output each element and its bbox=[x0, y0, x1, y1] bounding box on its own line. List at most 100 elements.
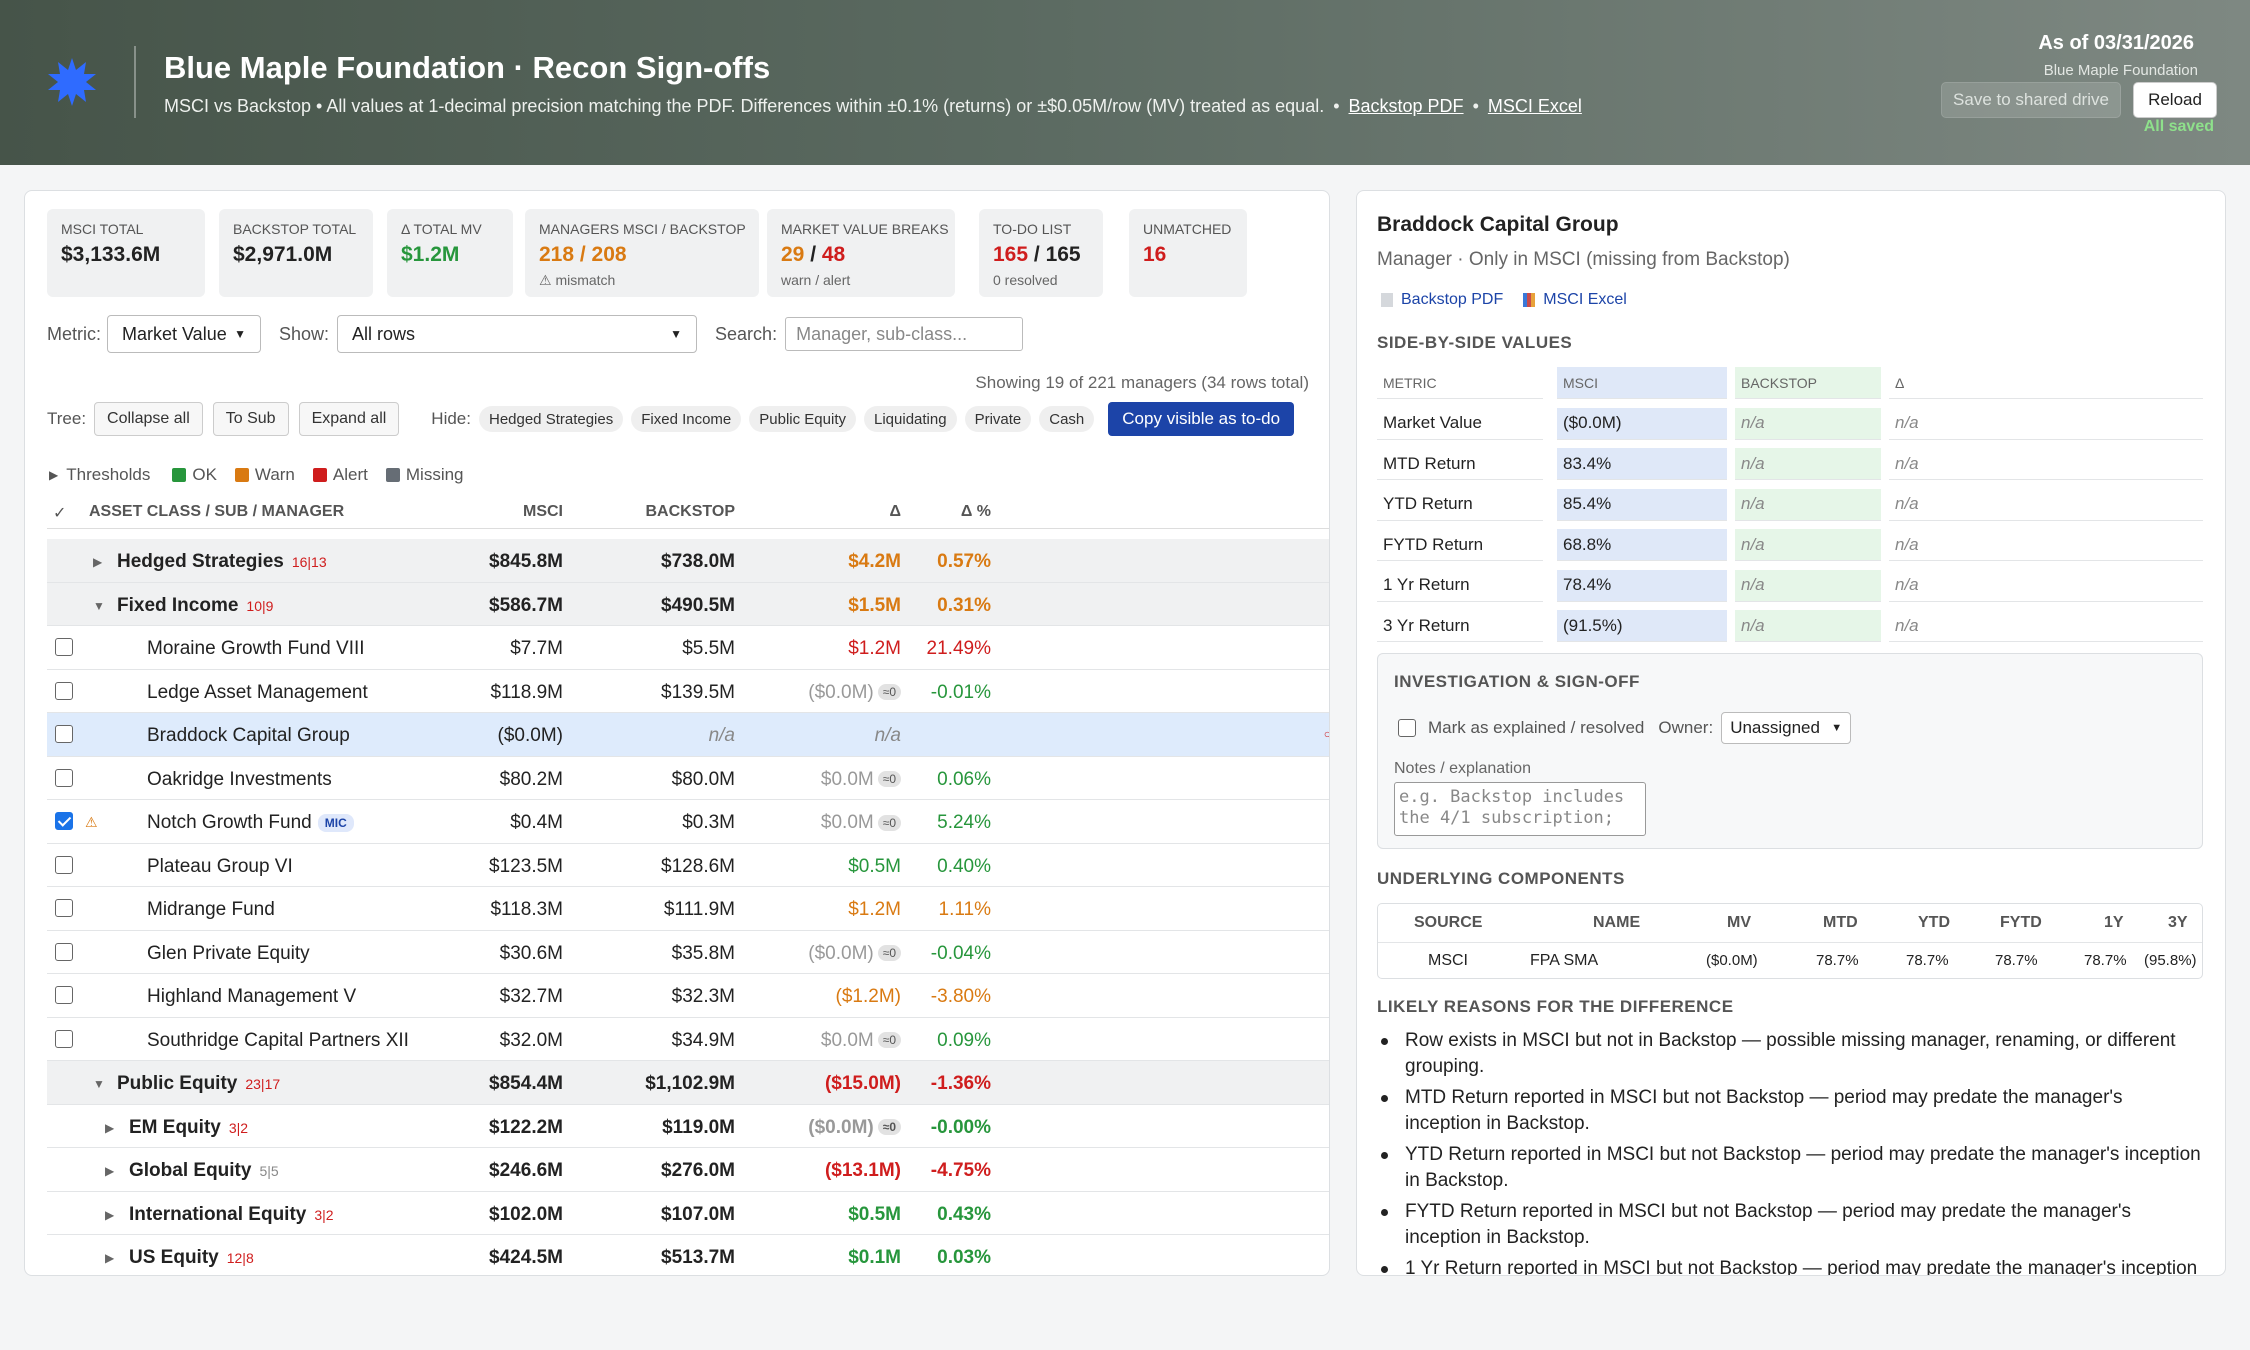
caret-right-icon[interactable]: ▶ bbox=[105, 1120, 115, 1135]
asset-class-row[interactable]: ▼ Public Equity 23|17 $854.4M $1,102.9M ($15.… bbox=[47, 1061, 1329, 1105]
backstop-value: $738.0M bbox=[661, 551, 735, 572]
comp-cell-1y: 78.7% bbox=[2084, 952, 2127, 969]
row-count: 5|5 bbox=[259, 1163, 279, 1179]
manager-row[interactable]: Oakridge Investments $80.2M $80.0M $0.0M ≈0 0… bbox=[47, 757, 1329, 800]
todo-checkbox[interactable] bbox=[55, 638, 73, 656]
caret-down-icon[interactable]: ▼ bbox=[93, 598, 105, 613]
asset-class-row[interactable]: ▼ Fixed Income 10|9 $586.7M $490.5M $1.5M 0.31… bbox=[47, 582, 1329, 626]
investigation-box: INVESTIGATION & SIGN-OFF Mark as explain… bbox=[1377, 653, 2203, 849]
todo-checkbox[interactable] bbox=[55, 899, 73, 917]
to-sub-button[interactable]: To Sub bbox=[212, 402, 289, 436]
notes-textarea[interactable]: e.g. Backstop includes the 4/1 subscript… bbox=[1394, 782, 1646, 836]
todo-checkbox[interactable] bbox=[55, 1029, 73, 1048]
card-backstop-total: BACKSTOP TOTAL $2,971.0M bbox=[219, 209, 373, 297]
caret-right-icon[interactable]: ▶ bbox=[105, 1207, 115, 1222]
reload-button[interactable]: Reload bbox=[2133, 82, 2217, 118]
delta-text: $0.0M bbox=[820, 1029, 874, 1051]
msci-value: $424.5M bbox=[489, 1247, 563, 1268]
chevron-right-icon[interactable]: ▶ bbox=[49, 468, 59, 482]
todo-checkbox[interactable] bbox=[55, 942, 73, 961]
msci-column-header[interactable]: MSCI bbox=[523, 503, 563, 520]
sub-class-row[interactable]: ▶ US Equity 12|8 $424.5M $513.7M $0.1M 0.03% bbox=[47, 1235, 1329, 1275]
card-managers-count: MANAGERS MSCI / BACKSTOP 218 / 208 ⚠ mis… bbox=[525, 209, 759, 297]
thresholds-toggle[interactable]: Thresholds bbox=[66, 465, 151, 484]
row-name: Oakridge Investments bbox=[147, 769, 332, 791]
caret-right-icon[interactable]: ▶ bbox=[93, 555, 103, 569]
caret-right-icon[interactable]: ▶ bbox=[105, 1251, 115, 1265]
detail-backstop-pdf-link[interactable]: Backstop PDF bbox=[1401, 291, 1504, 308]
alert-count: 48 bbox=[821, 243, 846, 266]
delta-text: ($0.0M) bbox=[808, 942, 874, 964]
todo-checkbox[interactable] bbox=[55, 768, 73, 787]
sbs-row: 1 Yr Return 78.4% n/a n/a bbox=[1377, 566, 2203, 607]
hide-pill-public-equity[interactable]: Public Equity bbox=[749, 406, 856, 432]
row-name-text: EM Equity bbox=[129, 1116, 221, 1138]
sub-class-row[interactable]: ▶ International Equity 3|2 $102.0M $107.0M $0… bbox=[47, 1192, 1329, 1235]
hide-label: Hide: bbox=[431, 409, 471, 428]
delta-column-header[interactable]: Δ bbox=[889, 503, 902, 520]
hide-pill-cash[interactable]: Cash bbox=[1039, 406, 1095, 432]
manager-row[interactable]: ⚠ Notch Growth Fund MIC $0.4M $0.3M $0.0M ≈0 5.… bbox=[47, 800, 1329, 844]
metric-select[interactable]: Market Value ▼ bbox=[107, 315, 261, 353]
delta-pct-value: -0.00% bbox=[930, 1116, 991, 1138]
mark-resolved-label: Mark as explained / resolved bbox=[1428, 718, 1645, 737]
approx-zero-badge: ≈0 bbox=[877, 1032, 901, 1049]
todo-checkbox[interactable] bbox=[55, 681, 73, 700]
backstop-value: $1,102.9M bbox=[645, 1073, 735, 1094]
card-value: $2,971.0M bbox=[233, 243, 333, 266]
show-select[interactable]: All rows ▼ bbox=[337, 315, 698, 353]
asset-class-row[interactable]: ▶ Hedged Strategies 16|13 $845.8M $738.0M $4.… bbox=[47, 539, 1329, 583]
delta-value: ($0.0M) ≈0 bbox=[808, 682, 901, 704]
todo-checkbox[interactable] bbox=[55, 812, 73, 830]
name-column-header[interactable]: ASSET CLASS / SUB / MANAGER bbox=[89, 503, 345, 520]
expand-all-button[interactable]: Expand all bbox=[298, 402, 400, 436]
caret-down-icon[interactable]: ▼ bbox=[93, 1077, 105, 1091]
manager-row[interactable]: Plateau Group VI $123.5M $128.6M $0.5M 0.40% bbox=[47, 844, 1329, 887]
sbs-msci: 78.4% bbox=[1557, 569, 1727, 602]
owner-select[interactable]: Unassigned ▼ bbox=[1721, 712, 1852, 744]
backstop-column-header[interactable]: BACKSTOP bbox=[645, 503, 736, 520]
row-count: 3|2 bbox=[228, 1119, 249, 1136]
hide-pill-liquidating[interactable]: Liquidating bbox=[864, 406, 957, 432]
hide-pill-fixed-income[interactable]: Fixed Income bbox=[631, 406, 742, 432]
card-sub: warn / alert bbox=[781, 272, 851, 288]
sbs-delta: n/a bbox=[1889, 489, 2203, 521]
sub-class-row[interactable]: ▶ Global Equity 5|5 $246.6M $276.0M ($13.1M) -… bbox=[47, 1148, 1329, 1192]
todo-checkbox[interactable] bbox=[55, 725, 73, 743]
backstop-pdf-link[interactable]: Backstop PDF bbox=[1348, 96, 1464, 116]
manager-row[interactable]: Moraine Growth Fund VIII $7.7M $5.5M $1.2M 2… bbox=[47, 626, 1329, 670]
manager-row[interactable]: Midrange Fund $118.3M $111.9M $1.2M 1.11% bbox=[47, 887, 1329, 931]
caret-right-icon[interactable]: ▶ bbox=[105, 1164, 115, 1178]
row-count: 12|8 bbox=[226, 1250, 254, 1266]
msci-value: $586.7M bbox=[489, 594, 563, 616]
manager-row[interactable]: Ledge Asset Management $118.9M $139.5M ($0.… bbox=[47, 670, 1329, 713]
hide-pill-private[interactable]: Private bbox=[964, 406, 1032, 432]
msci-excel-link[interactable]: MSCI Excel bbox=[1487, 96, 1582, 116]
card-msci-total: MSCI TOTAL $3,133.6M bbox=[47, 209, 205, 297]
search-input[interactable]: Manager, sub-class... bbox=[785, 317, 1024, 351]
sbs-metric: YTD Return bbox=[1377, 489, 1543, 521]
hide-pill-hedged-strategies[interactable]: Hedged Strategies bbox=[478, 406, 624, 432]
delta-text: ($0.0M) bbox=[808, 1116, 874, 1138]
manager-row[interactable]: Braddock Capital Group ($0.0M) n/a n/a ○ bbox=[47, 713, 1329, 757]
collapse-all-button[interactable]: Collapse all bbox=[94, 402, 203, 436]
copy-visible-todo-button[interactable]: Copy visible as to-do bbox=[1108, 402, 1295, 436]
delta-value: $0.0M ≈0 bbox=[821, 1030, 901, 1052]
todo-checkbox[interactable] bbox=[55, 986, 73, 1004]
comp-cell-name: FPA SMA bbox=[1530, 952, 1599, 969]
mark-resolved-checkbox[interactable] bbox=[1398, 719, 1416, 737]
approx-zero-badge: ≈0 bbox=[877, 771, 901, 788]
sbs-msci: (91.5%) bbox=[1557, 610, 1727, 642]
sub-class-row[interactable]: ▶ EM Equity 3|2 $122.2M $119.0M ($0.0M) ≈0 -0.0… bbox=[47, 1105, 1329, 1148]
delta-pct-column-header[interactable]: Δ % bbox=[960, 503, 991, 520]
comp-cell-mtd: 78.7% bbox=[1816, 952, 1859, 969]
card-value: $3,133.6M bbox=[61, 243, 161, 266]
comp-header-1y: 1Y bbox=[2104, 914, 2124, 931]
todo-checkbox[interactable] bbox=[55, 855, 73, 874]
save-to-shared-drive-button[interactable]: Save to shared drive bbox=[1941, 82, 2121, 118]
recon-table-panel: MSCI TOTAL $3,133.6M BACKSTOP TOTAL $2,9… bbox=[24, 190, 1330, 1276]
detail-msci-excel-link[interactable]: MSCI Excel bbox=[1543, 291, 1627, 308]
manager-row[interactable]: Highland Management V $32.7M $32.3M ($1.2M)… bbox=[47, 974, 1329, 1018]
manager-row[interactable]: Southridge Capital Partners XII $32.0M $34… bbox=[47, 1018, 1329, 1061]
manager-row[interactable]: Glen Private Equity $30.6M $35.8M ($0.0M) ≈0… bbox=[47, 931, 1329, 974]
